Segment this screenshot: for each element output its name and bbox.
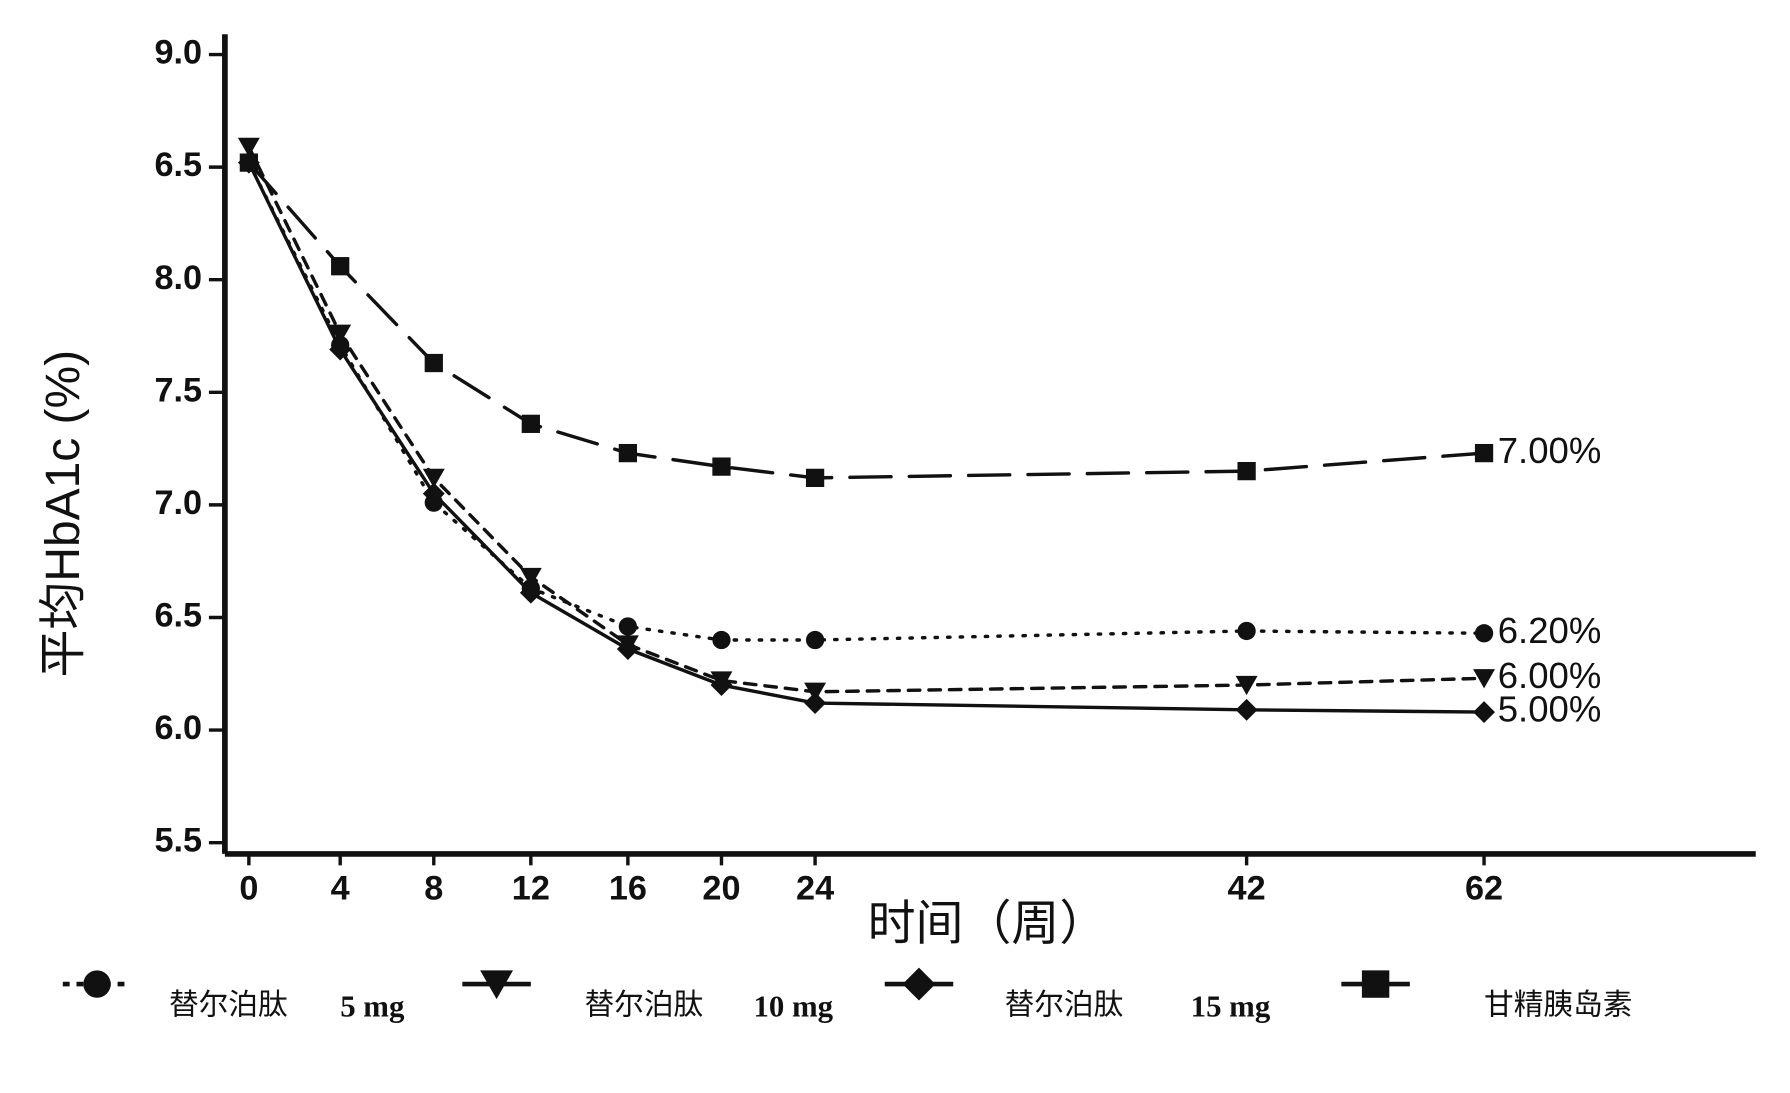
- series-line: [247, 145, 1486, 694]
- marker: [331, 257, 350, 276]
- marker: [521, 414, 540, 433]
- y-tick-label: 9.0: [154, 34, 202, 72]
- y-tick-label: 7.5: [154, 371, 202, 409]
- marker: [424, 353, 443, 373]
- marker: [618, 617, 638, 636]
- marker: [804, 692, 827, 715]
- end-label: 6.20%: [1498, 610, 1602, 651]
- end-label: 6.00%: [1498, 655, 1602, 696]
- marker: [618, 443, 638, 463]
- x-tick-label: 62: [1465, 870, 1503, 908]
- marker: [237, 137, 260, 157]
- legend-dose: 10 mg: [753, 989, 833, 1023]
- end-label: 5.00%: [1498, 689, 1602, 730]
- marker: [1473, 669, 1496, 689]
- marker: [805, 468, 825, 488]
- x-tick-label: 20: [702, 870, 740, 908]
- marker: [519, 567, 542, 588]
- marker: [1237, 621, 1256, 641]
- marker: [712, 630, 731, 650]
- series-line: [247, 160, 1486, 642]
- x-tick-label: 0: [239, 870, 258, 908]
- legend-marker: [902, 967, 936, 1001]
- legend-name: 替尔泊肽: [1005, 989, 1124, 1022]
- legend-name: 替尔泊肽: [584, 989, 703, 1022]
- legend-marker: [83, 970, 111, 998]
- x-tick-label: 16: [609, 870, 647, 908]
- y-tick-label: 6.5: [154, 597, 202, 635]
- y-axis-title: 平均HbA1c (%): [37, 350, 90, 678]
- marker: [329, 324, 352, 344]
- x-tick-label: 24: [796, 870, 834, 908]
- end-label: 7.00%: [1498, 430, 1602, 471]
- y-tick-label: 8.0: [154, 259, 202, 297]
- series-line: [247, 160, 1486, 480]
- series-line: [247, 160, 1486, 714]
- marker: [1235, 675, 1258, 696]
- x-tick-label: 4: [331, 870, 350, 908]
- marker: [616, 638, 639, 660]
- marker: [1235, 698, 1258, 721]
- marker: [1237, 461, 1256, 481]
- marker: [1473, 701, 1496, 724]
- x-tick-label: 42: [1228, 870, 1266, 908]
- marker: [422, 482, 445, 505]
- x-axis-title: 时间（周）: [868, 898, 1108, 951]
- marker: [422, 468, 445, 488]
- marker: [712, 457, 731, 476]
- legend-marker: [480, 970, 514, 1000]
- marker: [805, 630, 825, 650]
- y-tick-label: 7.0: [154, 484, 202, 522]
- legend-marker: [1361, 970, 1390, 998]
- marker: [1474, 624, 1494, 643]
- y-tick-label: 6.5: [154, 146, 202, 184]
- x-tick-label: 12: [512, 870, 550, 908]
- legend-name: 甘精胰岛素: [1484, 989, 1632, 1022]
- marker: [1474, 443, 1494, 463]
- y-tick-label: 5.5: [154, 822, 202, 860]
- x-tick-label: 8: [424, 870, 443, 908]
- legend-dose: 15 mg: [1191, 989, 1271, 1023]
- y-tick-label: 6.0: [154, 709, 202, 747]
- marker: [239, 153, 258, 172]
- legend-name: 替尔泊肽: [169, 989, 288, 1022]
- legend-dose: 5 mg: [340, 989, 405, 1023]
